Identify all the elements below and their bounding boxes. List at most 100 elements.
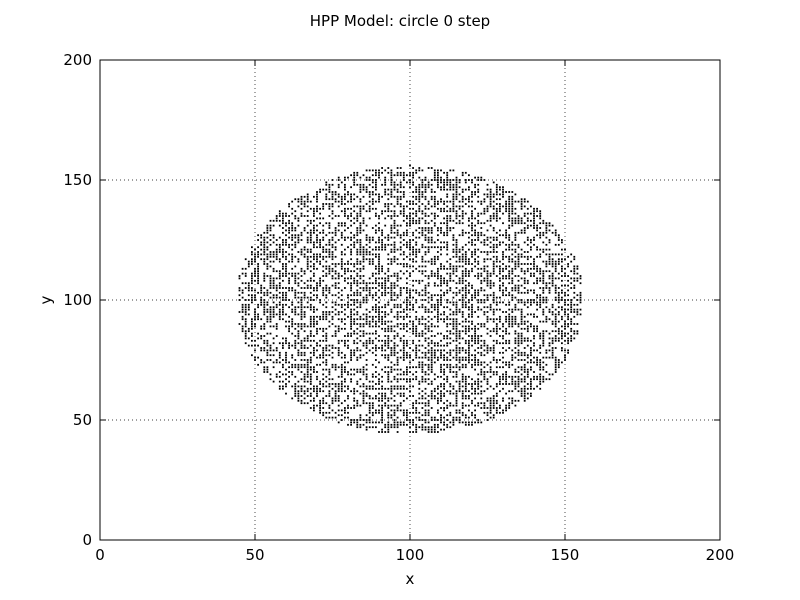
particle-point — [359, 248, 362, 251]
particle-point — [247, 313, 250, 316]
particle-point — [536, 296, 538, 299]
particle-point — [371, 339, 374, 342]
particle-point — [356, 419, 359, 421]
particle-point — [461, 275, 464, 277]
particle-point — [362, 373, 365, 376]
particle-point — [474, 416, 476, 419]
particle-point — [418, 363, 421, 366]
particle-point — [409, 320, 411, 323]
particle-point — [446, 306, 449, 309]
particle-point — [337, 205, 340, 208]
particle-point — [489, 287, 492, 289]
particle-point — [446, 234, 449, 237]
particle-point — [455, 270, 458, 273]
particle-point — [437, 255, 439, 258]
particle-point — [492, 402, 495, 405]
particle-point — [356, 289, 359, 292]
particle-point — [474, 296, 476, 299]
particle-point — [278, 277, 281, 280]
particle-point — [418, 320, 421, 323]
particle-point — [483, 212, 486, 215]
particle-point — [455, 193, 458, 196]
particle-point — [347, 347, 349, 349]
particle-point — [309, 219, 312, 222]
particle-point — [350, 195, 352, 198]
particle-point — [387, 371, 390, 373]
particle-point — [523, 354, 526, 357]
particle-point — [331, 195, 334, 198]
particle-point — [517, 215, 520, 217]
particle-point — [282, 291, 284, 294]
particle-point — [244, 303, 247, 306]
particle-point — [499, 342, 501, 345]
particle-point — [523, 263, 526, 265]
particle-point — [375, 325, 377, 328]
particle-point — [446, 193, 449, 196]
particle-point — [303, 347, 306, 349]
particle-point — [275, 349, 278, 352]
particle-point — [530, 219, 532, 222]
particle-point — [536, 378, 538, 381]
particle-point — [427, 402, 430, 405]
particle-point — [489, 258, 492, 261]
particle-point — [319, 387, 321, 390]
particle-point — [334, 397, 337, 400]
particle-point — [545, 236, 548, 239]
particle-point — [427, 231, 430, 234]
particle-point — [474, 339, 476, 342]
particle-point — [418, 318, 421, 321]
particle-point — [313, 335, 315, 337]
particle-point — [390, 282, 393, 285]
particle-point — [492, 327, 495, 330]
particle-point — [452, 236, 455, 239]
particle-point — [399, 395, 402, 397]
particle-point — [514, 368, 517, 371]
particle-point — [309, 373, 312, 376]
particle-point — [393, 222, 396, 225]
particle-point — [409, 164, 411, 167]
particle-point — [412, 253, 414, 256]
particle-point — [300, 287, 303, 289]
particle-point — [393, 330, 396, 333]
particle-point — [526, 217, 529, 220]
particle-point — [464, 260, 467, 263]
particle-point — [291, 272, 294, 275]
particle-point — [325, 315, 328, 318]
particle-point — [483, 311, 486, 313]
particle-point — [319, 263, 321, 265]
particle-point — [433, 387, 436, 390]
particle-point — [375, 188, 377, 191]
particle-point — [458, 332, 461, 335]
particle-point — [449, 188, 452, 191]
particle-point — [384, 176, 387, 179]
particle-point — [573, 330, 576, 333]
particle-point — [344, 390, 346, 393]
particle-point — [517, 263, 520, 265]
particle-point — [319, 407, 321, 409]
particle-point — [375, 354, 377, 357]
particle-point — [353, 323, 356, 325]
particle-point — [347, 246, 349, 249]
particle-point — [455, 327, 458, 330]
particle-point — [316, 320, 318, 323]
particle-point — [570, 253, 573, 256]
particle-point — [464, 275, 467, 277]
particle-point — [526, 263, 529, 265]
particle-point — [266, 236, 269, 239]
particle-point — [393, 215, 396, 217]
particle-point — [350, 239, 352, 241]
particle-point — [344, 411, 346, 414]
particle-point — [390, 193, 393, 196]
particle-point — [523, 222, 526, 225]
particle-point — [371, 347, 374, 349]
particle-point — [421, 186, 424, 189]
particle-point — [502, 397, 504, 400]
particle-point — [495, 308, 498, 311]
particle-point — [455, 255, 458, 258]
particle-point — [548, 258, 551, 261]
particle-point — [387, 387, 390, 390]
particle-point — [384, 272, 387, 275]
particle-point — [539, 215, 542, 217]
particle-point — [356, 332, 359, 335]
particle-point — [365, 426, 368, 429]
